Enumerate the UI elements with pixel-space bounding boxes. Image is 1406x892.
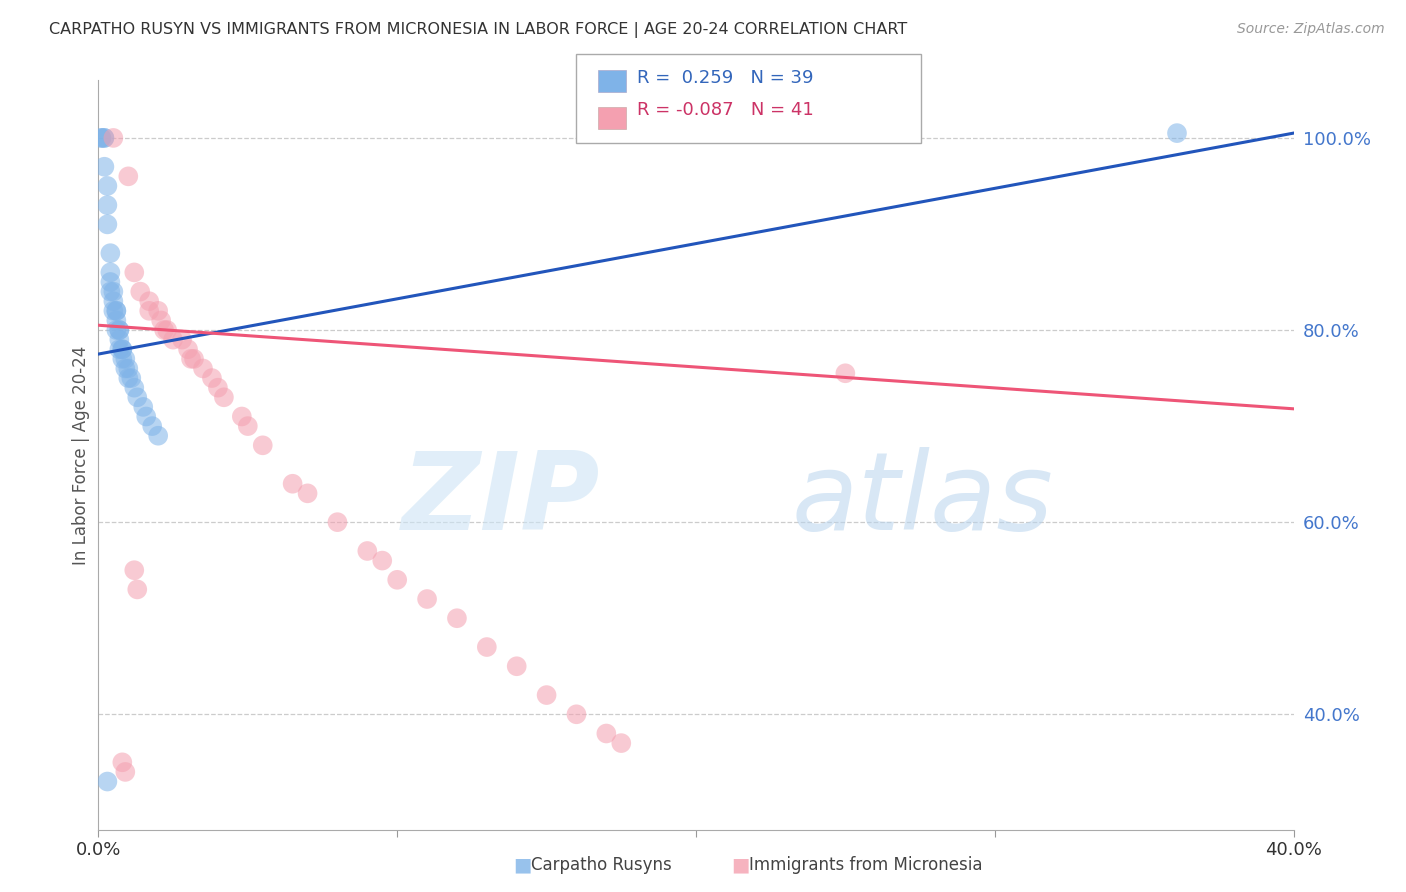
Point <box>114 764 136 779</box>
Point <box>132 400 155 414</box>
Point <box>96 774 118 789</box>
Point <box>103 294 125 309</box>
Point <box>103 303 125 318</box>
Point <box>93 131 115 145</box>
Point <box>90 131 112 145</box>
Point <box>212 390 235 404</box>
Point <box>475 640 498 654</box>
Point <box>356 544 378 558</box>
Point <box>416 592 439 607</box>
Point <box>90 131 112 145</box>
Point <box>135 409 157 424</box>
Text: Carpatho Rusyns: Carpatho Rusyns <box>531 856 672 874</box>
Point <box>180 351 202 366</box>
Point <box>105 303 128 318</box>
Point <box>111 343 134 357</box>
Point <box>98 285 122 299</box>
Point <box>93 131 115 145</box>
Point <box>105 323 128 337</box>
Point <box>150 313 173 327</box>
Point <box>156 323 179 337</box>
Point <box>201 371 224 385</box>
Point <box>231 409 253 424</box>
Point <box>371 553 394 567</box>
Point <box>138 294 160 309</box>
Point <box>834 366 856 380</box>
Point <box>117 169 139 184</box>
Point <box>111 351 134 366</box>
Text: ZIP: ZIP <box>402 447 600 553</box>
Point <box>446 611 468 625</box>
Point <box>148 303 170 318</box>
Point <box>120 371 142 385</box>
Point <box>117 361 139 376</box>
Point <box>385 573 409 587</box>
Point <box>252 438 274 452</box>
Point <box>162 333 184 347</box>
Point <box>124 563 146 577</box>
Point <box>536 688 558 702</box>
Point <box>103 285 125 299</box>
Text: R = -0.087   N = 41: R = -0.087 N = 41 <box>637 101 814 119</box>
Point <box>236 419 259 434</box>
Point <box>93 160 115 174</box>
Point <box>108 343 131 357</box>
Point <box>117 371 139 385</box>
Point <box>98 275 122 289</box>
Point <box>207 381 229 395</box>
Point <box>108 323 131 337</box>
Point <box>98 265 122 279</box>
Point <box>103 131 125 145</box>
Text: ■: ■ <box>513 855 531 875</box>
Point <box>172 333 194 347</box>
Point <box>506 659 529 673</box>
Point <box>111 343 134 357</box>
Point <box>114 361 136 376</box>
Text: atlas: atlas <box>792 448 1053 552</box>
Point <box>98 246 122 260</box>
Point <box>96 178 118 193</box>
Point <box>297 486 319 500</box>
Point <box>127 390 149 404</box>
Point <box>148 428 170 442</box>
Point <box>183 351 205 366</box>
Point <box>105 303 128 318</box>
Point <box>138 303 160 318</box>
Point <box>114 351 136 366</box>
Text: Immigrants from Micronesia: Immigrants from Micronesia <box>749 856 983 874</box>
Point <box>127 582 149 597</box>
Point <box>108 323 131 337</box>
Point <box>610 736 633 750</box>
Point <box>108 333 131 347</box>
Point <box>153 323 176 337</box>
Point <box>111 756 134 770</box>
Point <box>96 218 118 232</box>
Point <box>191 361 214 376</box>
Point <box>124 381 146 395</box>
Point <box>1166 126 1188 140</box>
Point <box>281 476 304 491</box>
Text: Source: ZipAtlas.com: Source: ZipAtlas.com <box>1237 22 1385 37</box>
Point <box>177 343 200 357</box>
Point <box>105 313 128 327</box>
Point <box>124 265 146 279</box>
Point <box>565 707 588 722</box>
Y-axis label: In Labor Force | Age 20-24: In Labor Force | Age 20-24 <box>72 345 90 565</box>
Point <box>141 419 163 434</box>
Text: CARPATHO RUSYN VS IMMIGRANTS FROM MICRONESIA IN LABOR FORCE | AGE 20-24 CORRELAT: CARPATHO RUSYN VS IMMIGRANTS FROM MICRON… <box>49 22 907 38</box>
Text: ■: ■ <box>731 855 749 875</box>
Point <box>129 285 152 299</box>
Point <box>326 515 349 529</box>
Point <box>595 726 617 740</box>
Point <box>96 198 118 212</box>
Text: R =  0.259   N = 39: R = 0.259 N = 39 <box>637 69 814 87</box>
